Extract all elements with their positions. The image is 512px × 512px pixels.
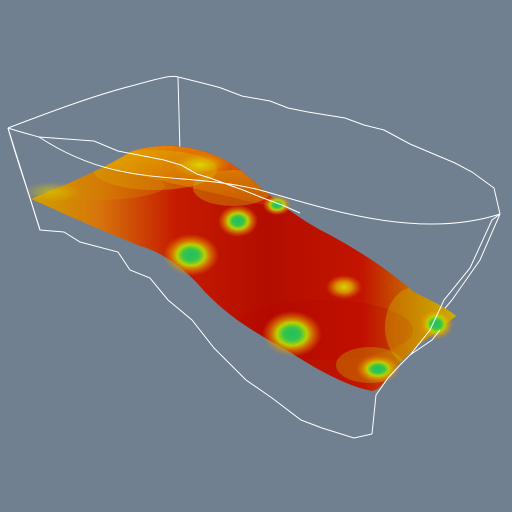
yellow-spot-2 [170, 152, 230, 178]
yellow-spot-3 [24, 182, 80, 202]
height-field-surface [24, 145, 456, 391]
yellow-spot-1 [326, 275, 362, 299]
green-spot-2 [262, 311, 322, 357]
green-spot-4 [356, 355, 400, 383]
green-spot-1 [163, 234, 219, 276]
bounding-box-front [7, 127, 501, 439]
green-spot-5 [418, 308, 454, 340]
green-spot-3 [218, 205, 258, 237]
green-spot-6 [263, 195, 291, 215]
